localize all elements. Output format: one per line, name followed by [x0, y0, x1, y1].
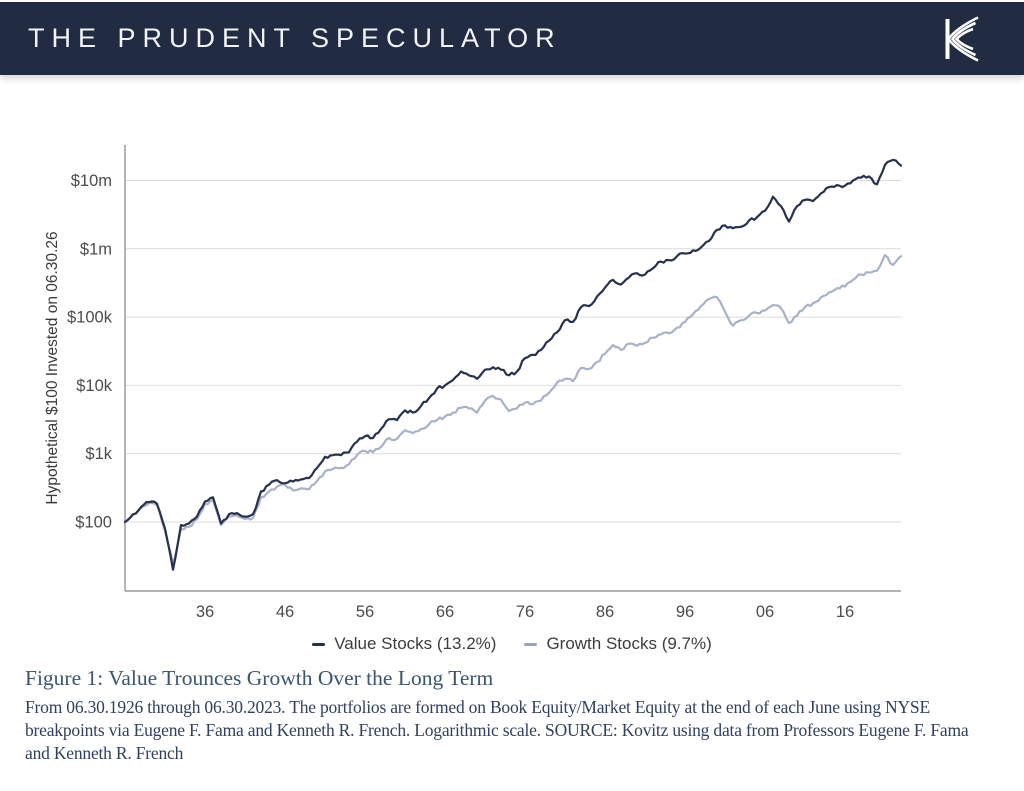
- y-axis-title: Hypothetical $100 Invested on 06.30.26: [44, 231, 61, 504]
- x-tick-label: 96: [676, 603, 694, 621]
- figure-caption-body: From 06.30.1926 through 06.30.2023. The …: [25, 697, 969, 764]
- x-tick-label: 46: [276, 603, 294, 621]
- chart-legend: Value Stocks (13.2%) Growth Stocks (9.7%…: [0, 634, 1024, 654]
- figure-caption-title: Figure 1: Value Trounces Growth Over the…: [25, 666, 494, 690]
- legend-label-value-stocks: Value Stocks (13.2%): [334, 634, 497, 653]
- value-stocks-line-marker: [312, 642, 326, 646]
- x-tick-label: 76: [516, 603, 534, 621]
- y-tick-label: $1k: [85, 445, 112, 463]
- legend-item-value-stocks: Value Stocks (13.2%): [312, 634, 496, 654]
- x-tick-label: 86: [596, 603, 614, 621]
- x-tick-label: 56: [356, 603, 374, 621]
- x-tick-label: 16: [836, 603, 854, 621]
- y-tick-label: $100: [75, 514, 112, 532]
- value-growth-line-chart: $10m $1m $100k $10k $1k $100 36 46 56 66 76 86 96 06 1…: [44, 145, 903, 621]
- app-header: THE PRUDENT SPECULATOR: [0, 2, 1024, 75]
- figure-caption: Figure 1: Value Trounces Growth Over the…: [25, 666, 985, 765]
- growth-stocks-line: [123, 254, 903, 566]
- legend-label-growth-stocks: Growth Stocks (9.7%): [546, 634, 712, 653]
- y-tick-label: $10m: [71, 172, 112, 190]
- chart-area: $10m $1m $100k $10k $1k $100 36 46 56 66 76 86 96 06 1…: [0, 95, 1024, 630]
- y-tick-label: $100k: [67, 309, 113, 327]
- kovitz-k-logo-icon: [945, 15, 979, 62]
- x-tick-label: 66: [436, 603, 454, 621]
- value-stocks-line: [123, 158, 903, 571]
- x-tick-label: 06: [756, 603, 774, 621]
- app-title: THE PRUDENT SPECULATOR: [28, 23, 562, 53]
- y-tick-label: $10k: [76, 377, 113, 395]
- growth-stocks-line-marker: [524, 642, 538, 646]
- legend-item-growth-stocks: Growth Stocks (9.7%): [524, 634, 712, 654]
- y-tick-label: $1m: [80, 240, 112, 258]
- x-tick-label: 36: [196, 603, 214, 621]
